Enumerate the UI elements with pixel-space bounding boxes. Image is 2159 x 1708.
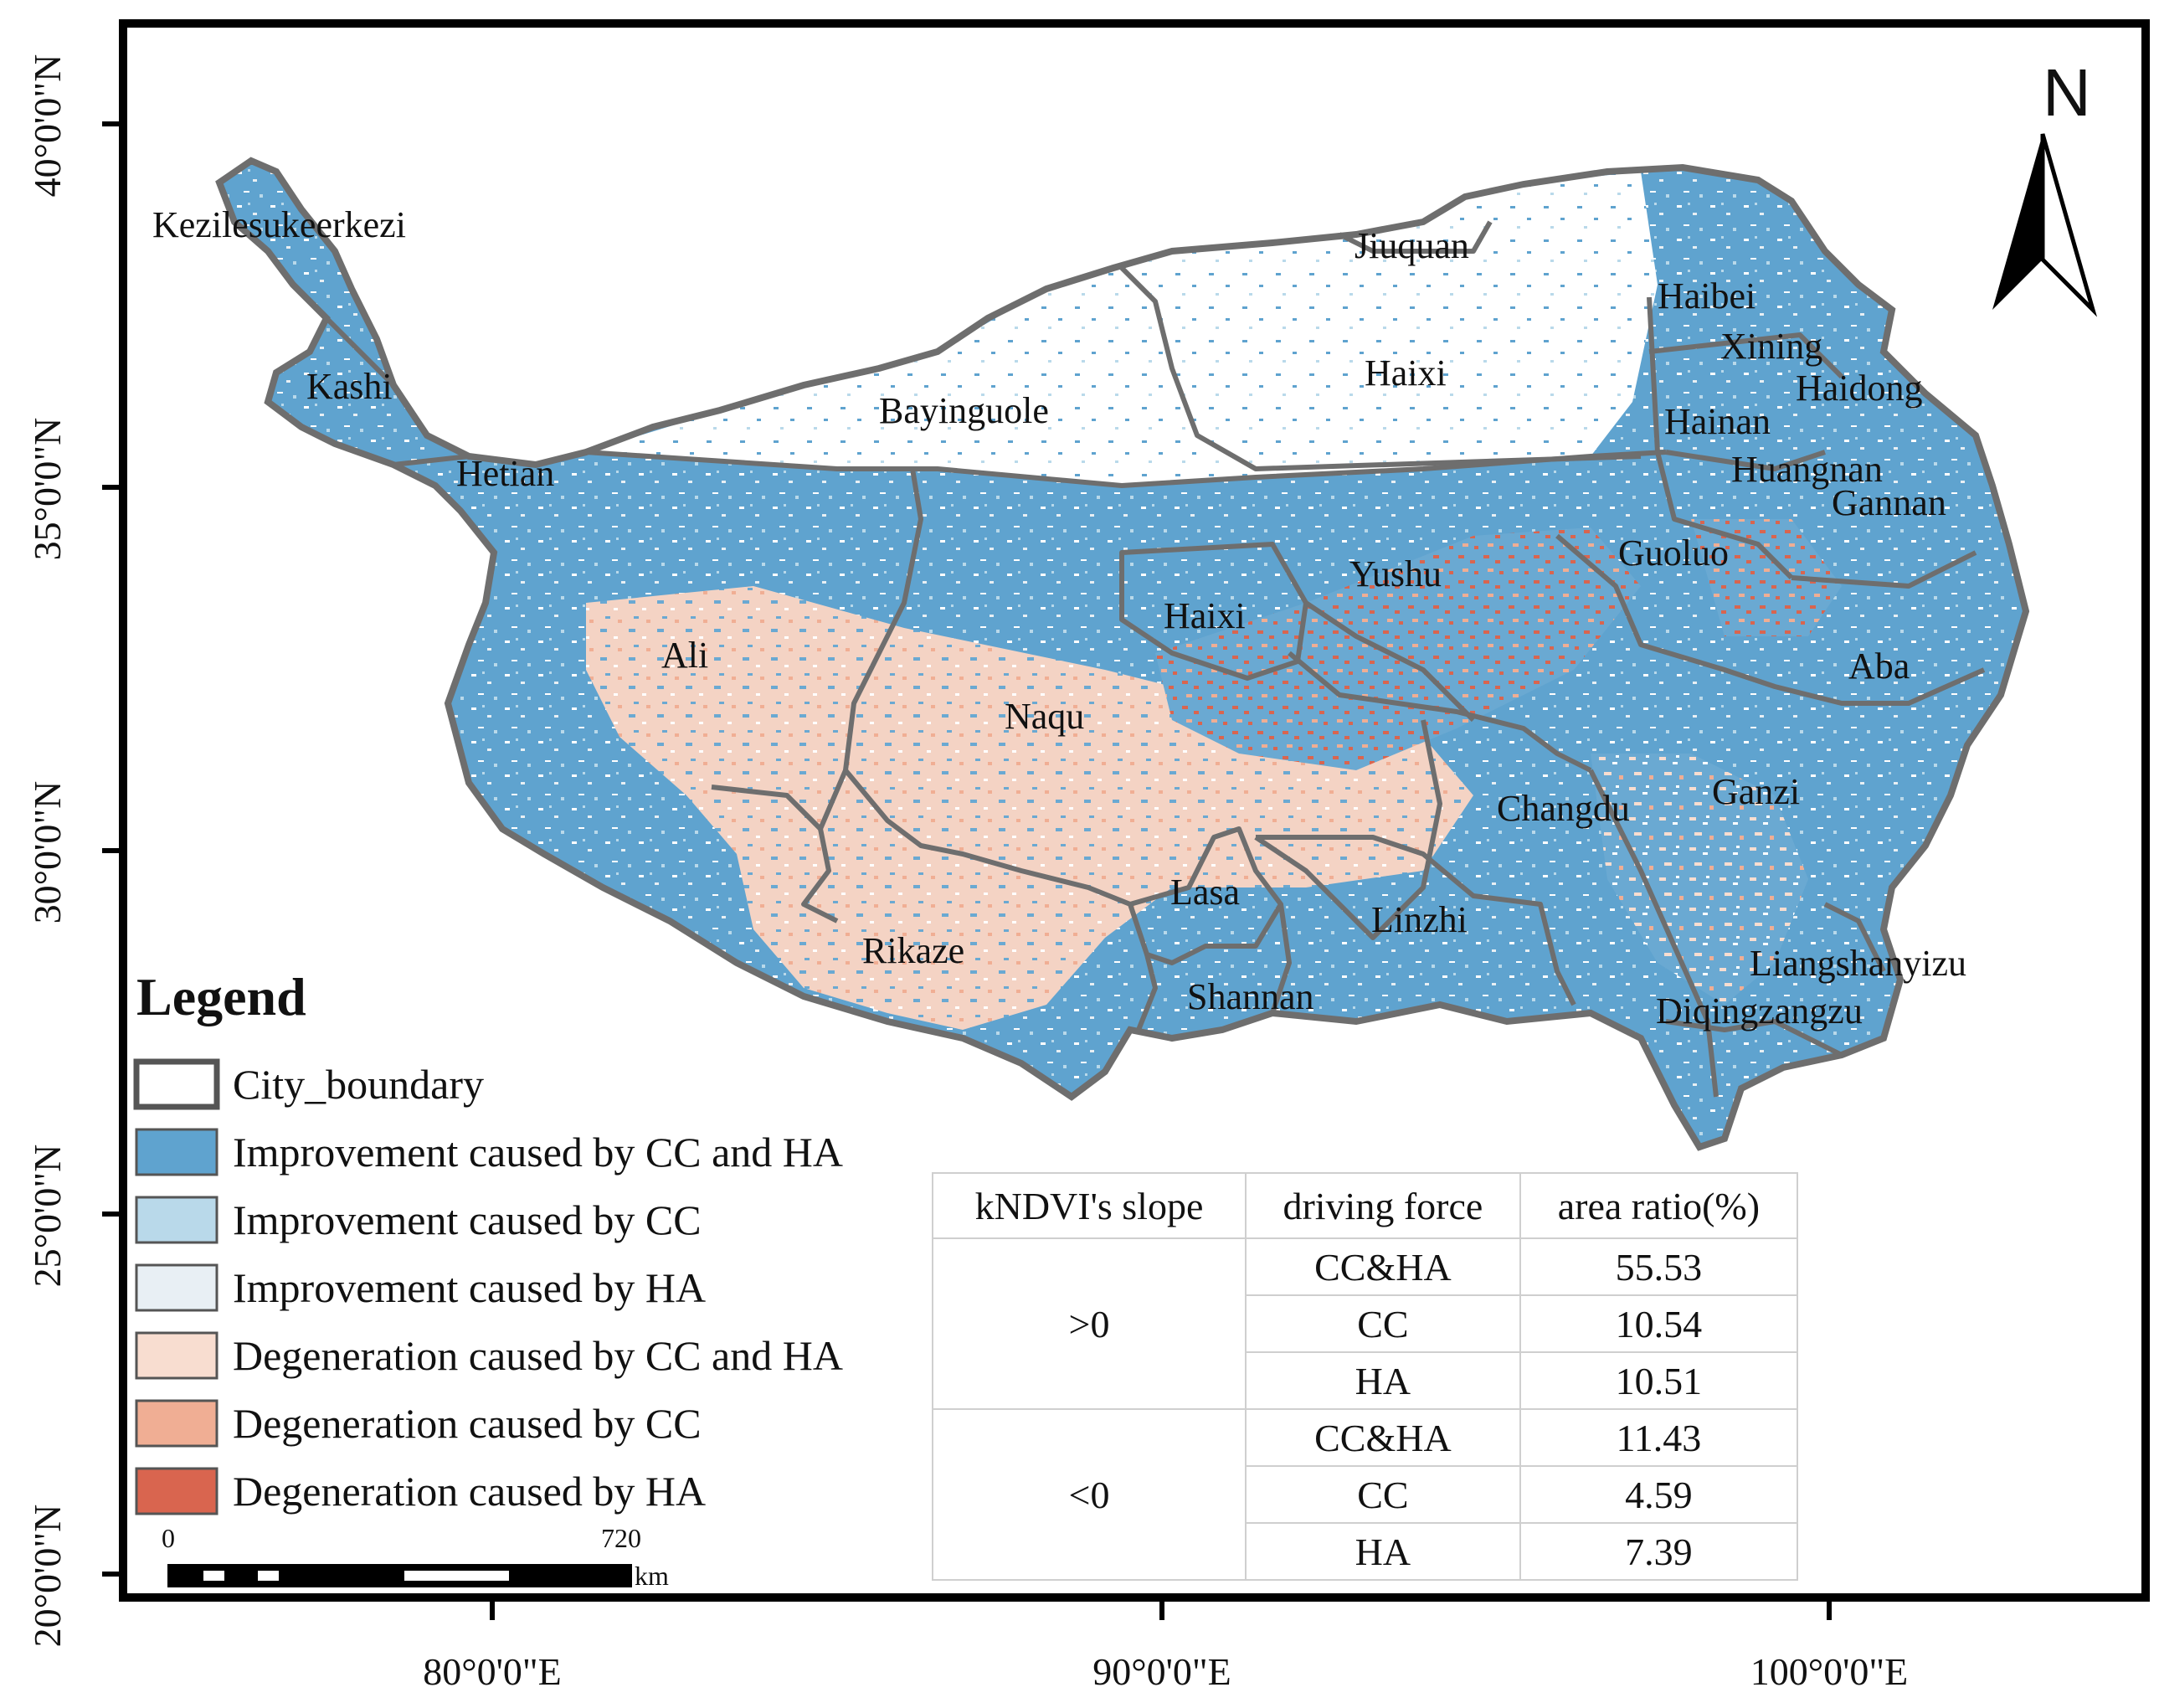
region-label-xining: Xining xyxy=(1720,326,1822,367)
table-cell-force: HA xyxy=(1244,1351,1521,1410)
region-labels: Kezilesukeerkezi Kashi Hetian Bayinguole… xyxy=(152,204,1966,1031)
table-row: CC 10.54 xyxy=(933,1294,1799,1353)
lat-ticks xyxy=(102,121,123,1577)
table-row: >0 CC&HA 55.53 xyxy=(932,1237,1799,1410)
lat-label-40: 40°0'0"N xyxy=(26,54,69,198)
scale-unit-label: km xyxy=(635,1561,669,1591)
table-cell-force: CC&HA xyxy=(1244,1408,1521,1467)
region-label-haibei: Haibei xyxy=(1658,275,1755,316)
table-cell-force: HA xyxy=(1244,1522,1521,1581)
table-row: CC 4.59 xyxy=(933,1465,1799,1524)
region-label-kashi: Kashi xyxy=(306,366,393,407)
scale-start-label: 0 xyxy=(162,1523,175,1553)
lon-label-100: 100°0'0"E xyxy=(1750,1650,1909,1693)
table-cell-ratio: 7.39 xyxy=(1519,1522,1799,1581)
region-label-hainan: Hainan xyxy=(1664,401,1771,442)
lon-ticks xyxy=(490,1597,1832,1620)
region-label-shannan: Shannan xyxy=(1187,976,1314,1017)
legend-label: City_boundary xyxy=(233,1061,484,1108)
legend-label: Improvement caused by HA xyxy=(233,1264,706,1311)
table-cell-force: CC xyxy=(1244,1465,1521,1524)
city-boundaries xyxy=(324,220,1986,1098)
legend-swatch xyxy=(135,1331,218,1380)
area-ratio-table: kNDVI's slope driving force area ratio(%… xyxy=(932,1172,1799,1581)
region-label-huangnan: Huangnan xyxy=(1731,449,1883,490)
region-label-bayinguole: Bayinguole xyxy=(879,390,1049,431)
legend-swatch xyxy=(135,1399,218,1448)
legend-label: Degeneration caused by HA xyxy=(233,1468,706,1515)
table-cell-ratio: 11.43 xyxy=(1519,1408,1799,1467)
table-cell-force: CC xyxy=(1244,1294,1521,1353)
table-cell-slope-negative: <0 xyxy=(932,1408,1247,1581)
lat-label-30: 30°0'0"N xyxy=(26,781,69,924)
region-label-liangshanyizu: Liangshanyizu xyxy=(1750,943,1966,984)
table-header-row: kNDVI's slope driving force area ratio(%… xyxy=(932,1172,1799,1239)
legend-swatch xyxy=(135,1467,218,1515)
region-label-haidong: Haidong xyxy=(1796,368,1923,409)
table-header-slope: kNDVI's slope xyxy=(932,1172,1247,1239)
region-label-jiuquan: Jiuquan xyxy=(1355,225,1469,266)
north-arrow-icon: N xyxy=(1992,55,2098,317)
legend: Legend City_boundary Improvement caused … xyxy=(133,967,843,1515)
region-label-ali: Ali xyxy=(661,635,708,676)
table-header-ratio: area ratio(%) xyxy=(1519,1172,1799,1239)
table-cell-ratio: 55.53 xyxy=(1519,1237,1799,1296)
lat-label-20: 20°0'0"N xyxy=(26,1505,69,1648)
region-label-ganzi: Ganzi xyxy=(1712,771,1800,812)
region-label-guoluo: Guoluo xyxy=(1618,532,1729,574)
legend-label: Improvement caused by CC and HA xyxy=(233,1129,843,1176)
svg-text:N: N xyxy=(2043,55,2091,130)
legend-swatch xyxy=(135,1196,218,1244)
region-label-gannan: Gannan xyxy=(1832,482,1946,523)
table-cell-ratio: 4.59 xyxy=(1519,1465,1799,1524)
region-label-kezilesukeerkezi: Kezilesukeerkezi xyxy=(152,204,406,245)
region-label-yushu: Yushu xyxy=(1349,553,1442,594)
legend-label: Degeneration caused by CC xyxy=(233,1400,702,1447)
table-cell-force: CC&HA xyxy=(1244,1237,1521,1296)
region-label-haixi-north: Haixi xyxy=(1365,352,1447,394)
scale-bar: 0 720 km xyxy=(162,1523,669,1591)
legend-swatch xyxy=(135,1128,218,1176)
legend-swatch xyxy=(133,1058,220,1110)
region-label-haixi-south: Haixi xyxy=(1164,595,1246,636)
table-row: <0 CC&HA 11.43 xyxy=(932,1408,1799,1581)
table-cell-ratio: 10.54 xyxy=(1519,1294,1799,1353)
region-label-aba: Aba xyxy=(1848,646,1910,687)
legend-title: Legend xyxy=(136,967,306,1026)
legend-swatch xyxy=(135,1263,218,1312)
lon-label-80: 80°0'0"E xyxy=(423,1650,562,1693)
region-label-diqingzangzu: Diqingzangzu xyxy=(1656,990,1863,1031)
region-label-lasa: Lasa xyxy=(1170,872,1240,913)
scale-end-label: 720 xyxy=(601,1523,641,1553)
region-label-naqu: Naqu xyxy=(1005,696,1084,737)
region-label-changdu: Changdu xyxy=(1497,788,1630,829)
table-cell-ratio: 10.51 xyxy=(1519,1351,1799,1410)
table-header-force: driving force xyxy=(1244,1172,1521,1239)
legend-label: Degeneration caused by CC and HA xyxy=(233,1332,843,1379)
table-cell-slope-positive: >0 xyxy=(932,1237,1247,1410)
lat-label-35: 35°0'0"N xyxy=(26,418,69,561)
table-row: HA 7.39 xyxy=(933,1522,1799,1581)
lon-label-90: 90°0'0"E xyxy=(1092,1650,1231,1693)
region-label-rikaze: Rikaze xyxy=(862,930,964,971)
region-label-linzhi: Linzhi xyxy=(1371,899,1468,940)
table-row: HA 10.51 xyxy=(933,1351,1799,1410)
region-label-hetian: Hetian xyxy=(456,453,554,494)
lat-label-25: 25°0'0"N xyxy=(26,1145,69,1288)
legend-label: Improvement caused by CC xyxy=(233,1196,702,1243)
